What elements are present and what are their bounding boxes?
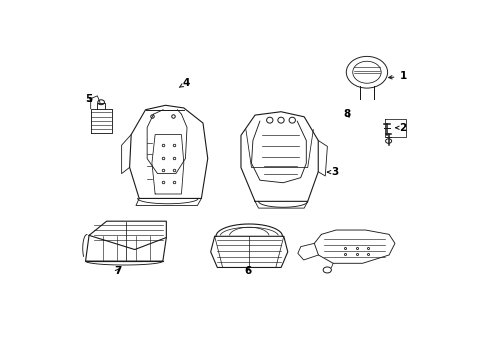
Text: 1: 1 <box>389 72 407 81</box>
Text: 7: 7 <box>114 266 121 275</box>
Text: 5: 5 <box>85 94 92 104</box>
Text: 4: 4 <box>179 78 190 89</box>
Text: 3: 3 <box>327 167 338 177</box>
Text: 2: 2 <box>396 123 407 133</box>
Text: 6: 6 <box>245 266 252 275</box>
Text: 8: 8 <box>343 109 350 119</box>
